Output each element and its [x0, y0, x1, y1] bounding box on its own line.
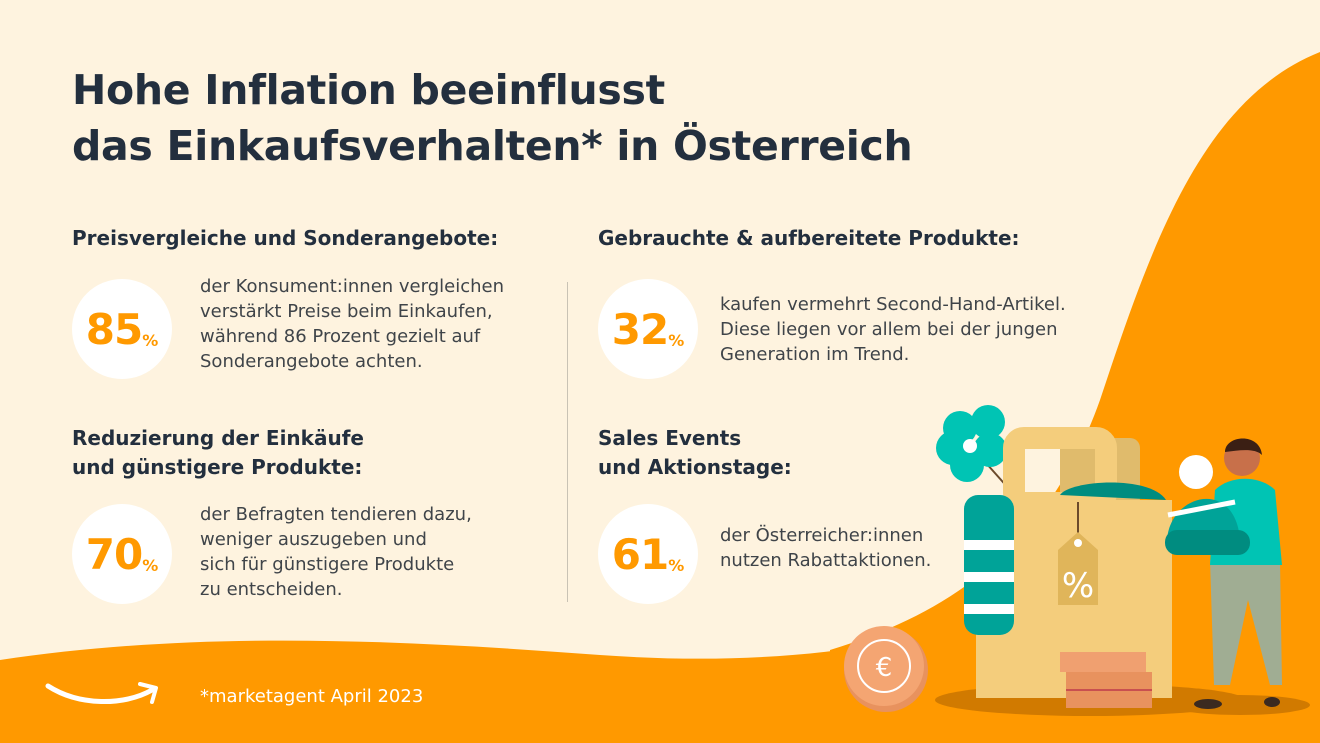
stat-value: 70 [85, 529, 143, 579]
stat-value: 61 [611, 529, 669, 579]
text-line: der Befragten tendieren dazu, [200, 504, 472, 525]
section-heading-price-comparison: Preisvergleiche und Sonderangebote: [72, 226, 499, 250]
percent-tag-icon: % [1058, 502, 1098, 606]
heading-line: Sales Events [598, 426, 742, 450]
title-line-2: das Einkaufsverhalten* in Österreich [72, 122, 913, 170]
text-line: der Österreicher:innen [720, 525, 924, 546]
stat-value: 32 [611, 304, 669, 354]
page-title: Hohe Inflation beeinflusst das Einkaufsv… [72, 62, 913, 174]
stat-value: 85 [85, 304, 143, 354]
scarf-icon [964, 495, 1014, 635]
beanie-icon [1165, 455, 1250, 555]
column-divider [567, 282, 568, 602]
stat-unit: % [142, 330, 159, 350]
heading-line: Reduzierung der Einkäufe [72, 426, 364, 450]
stat-description-32: kaufen vermehrt Second-Hand-Artikel. Dies… [720, 292, 1066, 367]
stat-circle-70: 70% [72, 504, 172, 604]
svg-text:€: € [876, 653, 893, 683]
stat-unit: % [668, 330, 685, 350]
coin-stack-icon [1060, 652, 1152, 708]
text-line: während 86 Prozent gezielt auf [200, 326, 481, 347]
shopping-illustration: % € [844, 405, 1310, 716]
text-line: weniger auszugeben und [200, 529, 427, 550]
heading-line: und günstigere Produkte: [72, 455, 363, 479]
orange-wave-right [830, 52, 1320, 743]
svg-text:%: % [1062, 566, 1094, 606]
section-heading-reduced-purchases: Reduzierung der Einkäufe und günstigere P… [72, 424, 364, 482]
heading-line: und Aktionstage: [598, 455, 792, 479]
text-line: verstärkt Preise beim Einkaufen, [200, 301, 493, 322]
stat-unit: % [142, 555, 159, 575]
section-heading-second-hand: Gebrauchte & aufbereitete Produkte: [598, 226, 1020, 250]
text-line: zu entscheiden. [200, 579, 343, 600]
text-line: nutzen Rabattaktionen. [720, 550, 932, 571]
stat-unit: % [668, 555, 685, 575]
stat-circle-32: 32% [598, 279, 698, 379]
text-line: der Konsument:innen vergleichen [200, 276, 504, 297]
stat-description-70: der Befragten tendieren dazu, weniger aus… [200, 502, 472, 602]
stat-description-61: der Österreicher:innen nutzen Rabattaktio… [720, 523, 931, 573]
text-line: Sonderangebote achten. [200, 351, 423, 372]
stat-circle-61: 61% [598, 504, 698, 604]
section-heading-sales-events: Sales Events und Aktionstage: [598, 424, 792, 482]
title-line-1: Hohe Inflation beeinflusst [72, 66, 665, 114]
flower-icon [936, 405, 1011, 491]
stat-circle-85: 85% [72, 279, 172, 379]
shadow [1170, 695, 1310, 715]
text-line: Diese liegen vor allem bei der jungen [720, 319, 1058, 340]
source-footnote: *marketagent April 2023 [200, 686, 424, 707]
text-line: Generation im Trend. [720, 344, 910, 365]
text-line: kaufen vermehrt Second-Hand-Artikel. [720, 294, 1066, 315]
text-line: sich für günstigere Produkte [200, 554, 455, 575]
euro-coin-icon: € [844, 626, 928, 712]
orange-wave-bottom [0, 640, 900, 743]
stat-description-85: der Konsument:innen vergleichen verstärkt… [200, 274, 504, 374]
amazon-smile-logo [45, 682, 158, 705]
